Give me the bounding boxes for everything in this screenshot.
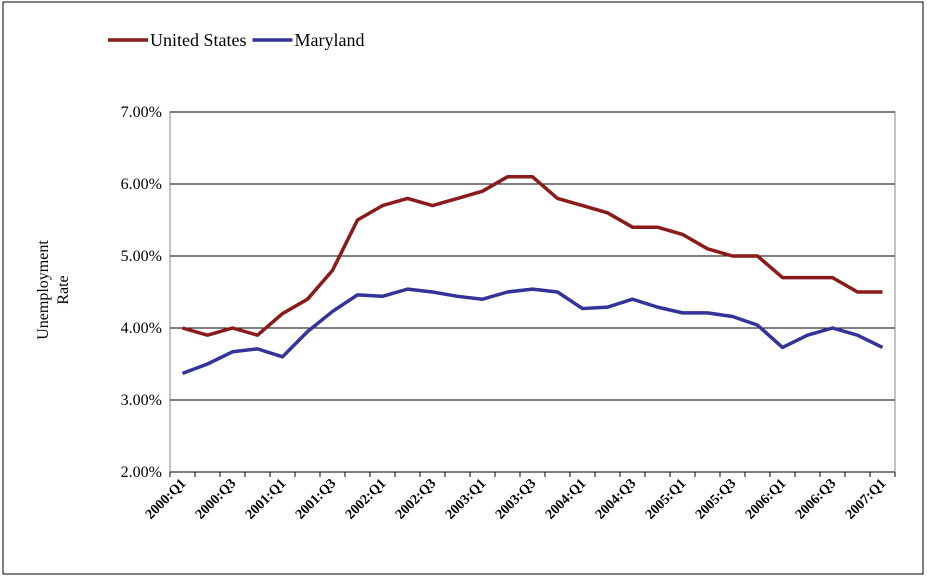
y-title-group: Unemployment Rate — [35, 240, 72, 340]
y-tick-label: 2.00% — [121, 464, 162, 481]
legend-label: United States — [150, 30, 247, 50]
y-tick-label: 5.00% — [121, 248, 162, 265]
series-line — [182, 175, 883, 337]
y-tick-label: 3.00% — [121, 392, 162, 409]
y-tick-label: 7.00% — [121, 104, 162, 121]
legend-label: Maryland — [295, 30, 365, 50]
y-tick-label: 6.00% — [121, 176, 162, 193]
plot-area — [169, 111, 896, 473]
y-tick-label: 4.00% — [121, 320, 162, 337]
series-line — [181, 287, 884, 375]
y-axis-title: Unemployment Rate — [35, 240, 72, 340]
